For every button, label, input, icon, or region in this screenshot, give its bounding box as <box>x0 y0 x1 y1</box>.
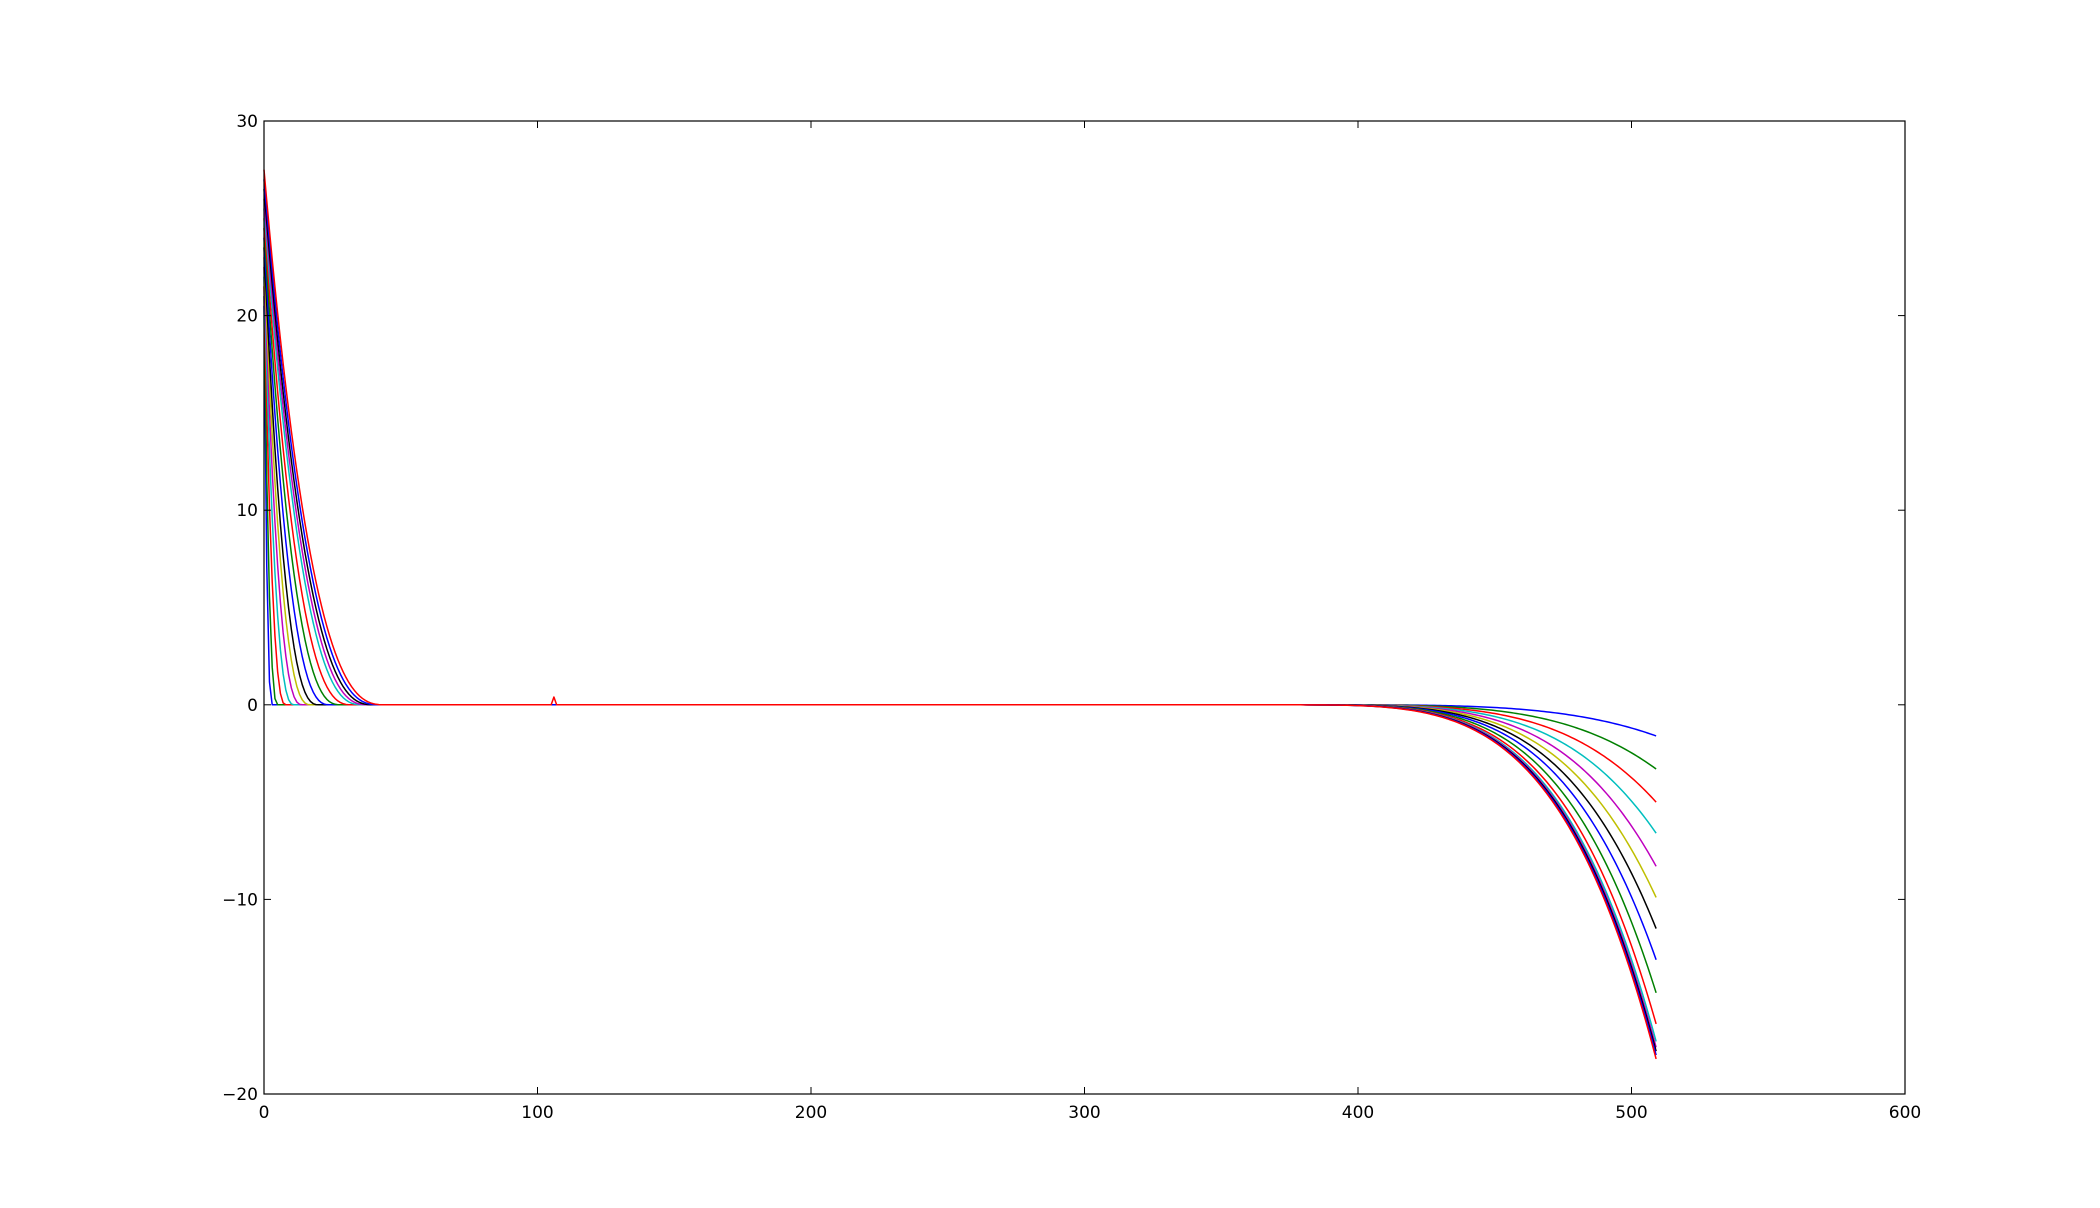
x-tick-label: 500 <box>1615 1103 1647 1123</box>
x-tick-label: 0 <box>259 1103 270 1123</box>
y-tick-label: −20 <box>222 1085 258 1105</box>
x-tick-label: 300 <box>1068 1103 1100 1123</box>
tick-layer: 0 100 200 300 400 500 600 −20 −10 0 10 20 30 <box>222 112 1921 1123</box>
x-tick-label: 400 <box>1342 1103 1374 1123</box>
x-tick-label: 600 <box>1889 1103 1921 1123</box>
y-tick-label: 10 <box>236 501 258 521</box>
x-tick-label: 100 <box>521 1103 553 1123</box>
x-tick-label: 200 <box>795 1103 827 1123</box>
y-tick-label: 30 <box>236 112 258 132</box>
y-tick-label: 20 <box>236 307 258 327</box>
y-tick-label: −10 <box>222 890 258 910</box>
series-line <box>263 169 1657 1060</box>
series-layer <box>263 169 1657 1060</box>
y-tick-label: 0 <box>247 696 258 716</box>
